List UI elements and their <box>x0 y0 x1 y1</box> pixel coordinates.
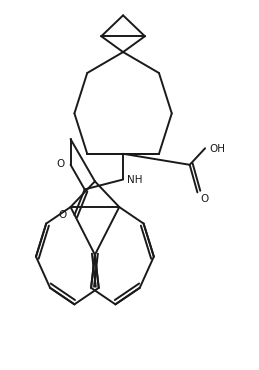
Text: O: O <box>57 159 65 169</box>
Text: O: O <box>200 194 208 204</box>
Text: OH: OH <box>209 144 225 154</box>
Text: O: O <box>59 210 67 220</box>
Text: NH: NH <box>127 175 142 185</box>
